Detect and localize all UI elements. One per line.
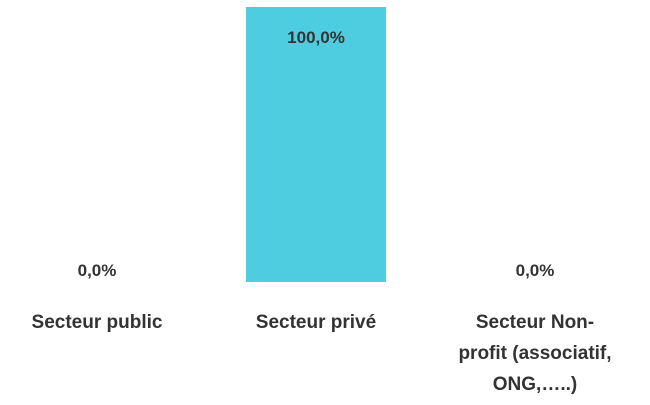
category-label-line: profit (associatif, <box>458 343 611 364</box>
data-label-1: 0,0% <box>78 261 117 280</box>
data-label-2: 100,0% <box>287 28 345 47</box>
category-label-line: Secteur Non- <box>476 312 594 333</box>
category-label-1: Secteur public <box>32 312 163 333</box>
category-label-line: Secteur privé <box>256 312 376 333</box>
bar-2 <box>246 7 386 282</box>
data-label-3: 0,0% <box>516 261 555 280</box>
category-label-2: Secteur privé <box>256 312 376 333</box>
category-label-line: ONG,…..) <box>493 374 577 395</box>
category-label-3: Secteur Non-profit (associatif, ONG,…..) <box>458 312 611 395</box>
category-label-line: Secteur public <box>32 312 163 333</box>
